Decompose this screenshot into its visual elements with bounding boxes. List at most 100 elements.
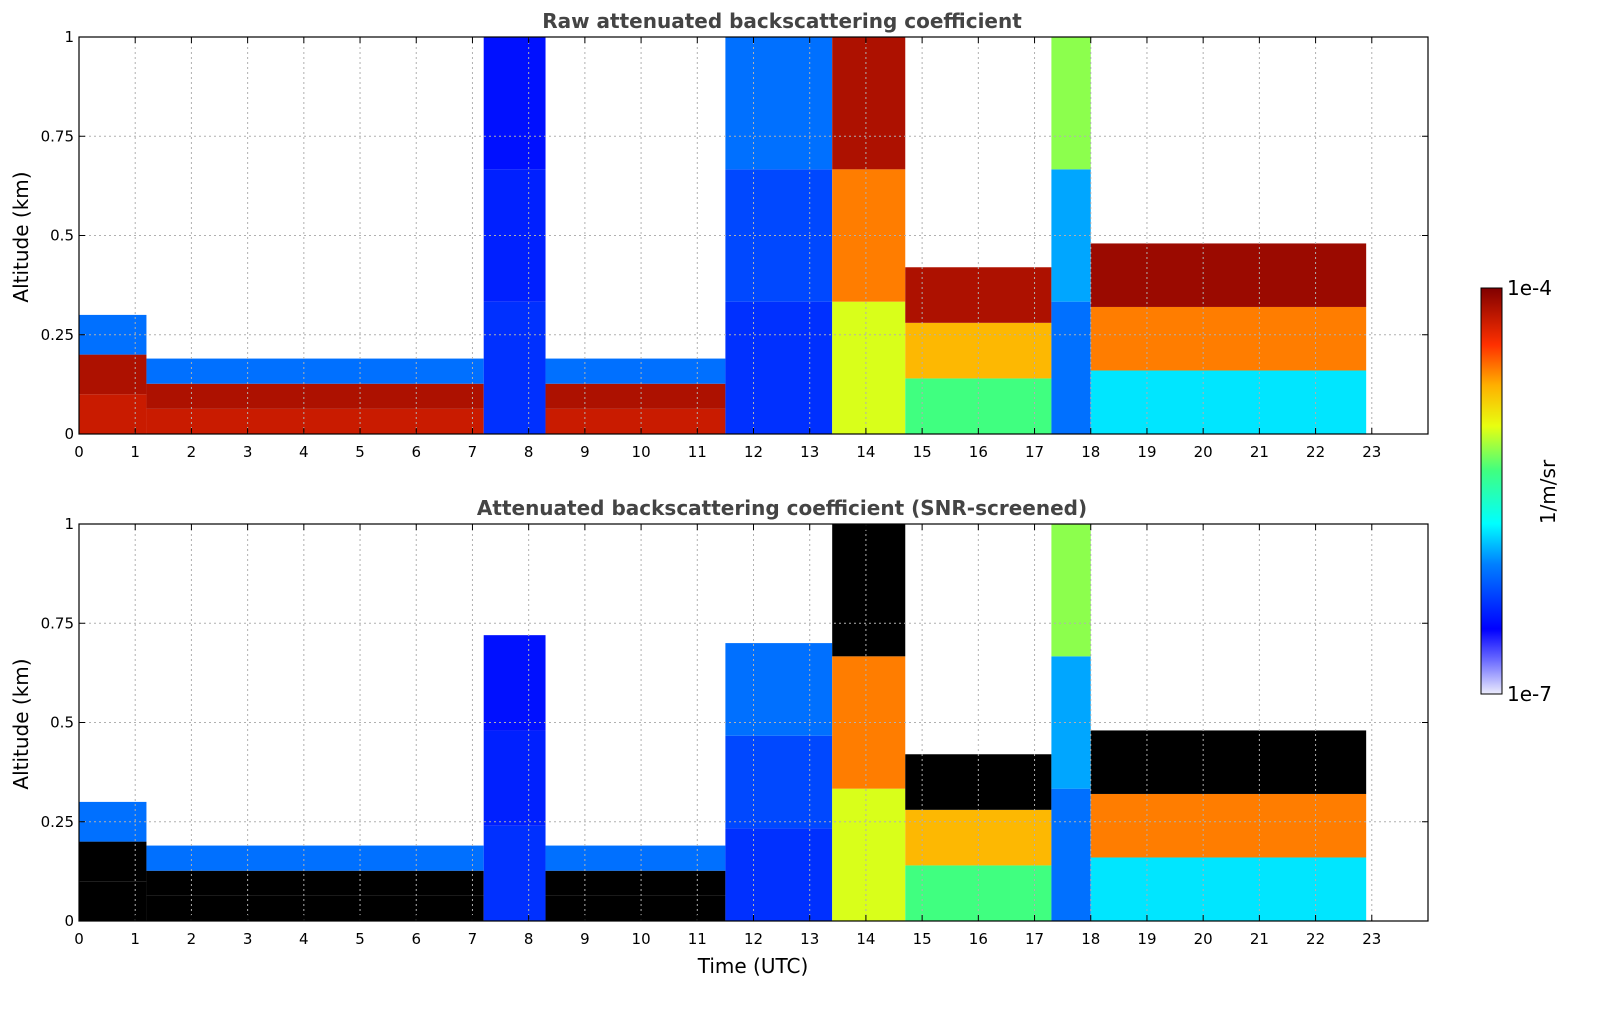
y-axis-label: Altitude (km): [9, 658, 33, 789]
x-tick-label: 23: [1362, 443, 1381, 461]
x-tick-label: 7: [468, 930, 478, 948]
x-tick-label: 18: [1081, 930, 1100, 948]
x-tick-label: 6: [411, 443, 421, 461]
heatmap-cell: [1090, 370, 1367, 434]
x-tick-label: 8: [524, 443, 534, 461]
x-tick-label: 18: [1081, 443, 1100, 461]
heatmap-cell: [832, 301, 906, 434]
x-tick-label: 6: [411, 930, 421, 948]
heatmap-cell: [725, 301, 833, 434]
panel-screened: Attenuated backscattering coefficient (S…: [9, 496, 1429, 978]
y-ticks: 0 0.25 0.5 0.75 1: [41, 515, 1428, 930]
heatmap-cell: [146, 870, 484, 896]
heatmap-cell: [79, 354, 147, 395]
heatmap-cell: [1051, 301, 1091, 434]
x-tick-label: 12: [744, 443, 763, 461]
heatmap-cell: [1090, 857, 1367, 921]
x-tick-label: 15: [913, 443, 932, 461]
heatmap-cell: [725, 643, 833, 736]
x-tick-label: 21: [1250, 443, 1269, 461]
x-tick-label: 15: [913, 930, 932, 948]
x-tick-label: 10: [632, 930, 651, 948]
heatmap-cell: [146, 895, 484, 921]
heatmap-cell: [1051, 524, 1091, 657]
x-tick-label: 13: [800, 443, 819, 461]
y-tick-label: 0: [64, 912, 74, 930]
x-tick-label: 19: [1137, 930, 1156, 948]
heatmap-cell: [1051, 37, 1091, 170]
heatmap-cell: [832, 37, 906, 170]
y-tick-label: 0.5: [50, 714, 74, 732]
x-tick-label: 17: [1025, 930, 1044, 948]
plot-area: 0 1 2 3 4 5 6 7 8 9 10 11 12 13 14 15 16 17 18 19 20 21 22 2300…: [41, 515, 1429, 948]
x-tick-label: 11: [688, 930, 707, 948]
heatmap-cell: [146, 358, 484, 384]
x-ticks: 0 1 2 3 4 5 6 7 8 9 10 11 12 13 14 15 16 17 18 19 20 21 22 23: [74, 37, 1381, 461]
panel-raw: Raw attenuated backscattering coefficien…: [9, 9, 1429, 461]
heatmap-cell: [545, 845, 726, 871]
x-tick-label: 4: [299, 930, 309, 948]
heatmap-cell: [1090, 243, 1367, 307]
x-tick-label: 0: [74, 930, 84, 948]
heatmap-cell: [832, 524, 906, 657]
x-tick-label: 3: [243, 930, 253, 948]
x-tick-label: 1: [130, 930, 140, 948]
x-tick-label: 14: [856, 443, 875, 461]
heatmap-cell: [905, 322, 1052, 379]
y-tick-label: 1: [64, 28, 74, 46]
heatmap-cell: [483, 635, 546, 731]
heatmap-cell: [905, 378, 1052, 434]
heatmap-cell: [725, 735, 833, 829]
x-tick-label: 21: [1250, 930, 1269, 948]
heatmap-cell: [79, 841, 147, 882]
x-tick-label: 9: [580, 443, 590, 461]
panel-title: Raw attenuated backscattering coefficien…: [542, 9, 1022, 33]
y-tick-label: 0.25: [41, 326, 74, 344]
x-tick-label: 2: [187, 443, 197, 461]
y-tick-label: 0.5: [50, 227, 74, 245]
x-tick-label: 12: [744, 930, 763, 948]
x-tick-label: 0: [74, 443, 84, 461]
heatmap-cell: [545, 408, 726, 434]
x-tick-label: 2: [187, 930, 197, 948]
colorbar-unit-label: 1/m/sr: [1536, 459, 1560, 524]
plot-area: 0 1 2 3 4 5 6 7 8 9 10 11 12 13 14 15 16 17 18 19 20 21 22 2300…: [41, 28, 1429, 461]
x-tick-label: 11: [688, 443, 707, 461]
heatmap-cell: [483, 730, 546, 826]
x-tick-label: 17: [1025, 443, 1044, 461]
heatmap-cell: [545, 383, 726, 409]
y-tick-label: 0.75: [41, 127, 74, 145]
heatmap-cell: [146, 408, 484, 434]
x-ticks: 0 1 2 3 4 5 6 7 8 9 10 11 12 13 14 15 16 17 18 19 20 21 22 23: [74, 524, 1381, 948]
x-tick-label: 22: [1306, 443, 1325, 461]
heatmap-cell: [146, 845, 484, 871]
heatmap-cell: [79, 881, 147, 921]
heatmap-cell: [905, 754, 1052, 810]
x-tick-label: 20: [1194, 930, 1213, 948]
heatmap-cell: [725, 169, 833, 302]
y-axis-label: Altitude (km): [9, 171, 33, 302]
colorbar: 1e-4 1e-7 1/m/sr: [1480, 276, 1560, 706]
heatmap-cell: [545, 358, 726, 384]
x-tick-label: 5: [355, 443, 365, 461]
x-tick-label: 3: [243, 443, 253, 461]
x-tick-label: 20: [1194, 443, 1213, 461]
heatmap-cell: [1090, 730, 1367, 794]
x-tick-label: 22: [1306, 930, 1325, 948]
x-tick-label: 14: [856, 930, 875, 948]
colorbar-min-label: 1e-7: [1507, 682, 1552, 706]
x-tick-label: 16: [969, 443, 988, 461]
heatmap-cell: [545, 870, 726, 896]
heatmap-cell: [483, 37, 546, 170]
x-tick-label: 8: [524, 930, 534, 948]
y-tick-label: 0: [64, 425, 74, 443]
y-tick-label: 1: [64, 515, 74, 533]
grid: [78, 523, 1428, 922]
heatmap-cell: [832, 788, 906, 921]
y-ticks: 0 0.25 0.5 0.75 1: [41, 28, 1428, 443]
x-tick-label: 10: [632, 443, 651, 461]
heatmap-cell: [905, 267, 1052, 323]
heatmap-cell: [79, 394, 147, 434]
heatmap-cell: [905, 809, 1052, 866]
